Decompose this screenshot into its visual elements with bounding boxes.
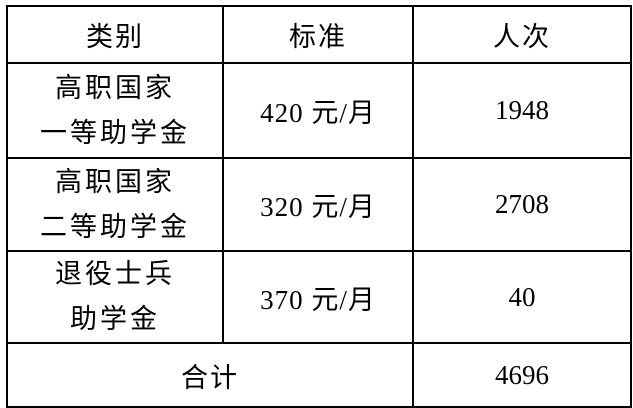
table-footer-row: 合计 4696: [6, 342, 632, 408]
total-label-cell: 合计: [6, 342, 414, 408]
table-row: 高职国家 一等助学金 420 元/月 1948: [6, 62, 632, 159]
table-row: 退役士兵 助学金 370 元/月 40: [6, 250, 632, 344]
category-cell: 高职国家 一等助学金: [6, 62, 224, 159]
standard-cell: 320 元/月: [222, 157, 414, 252]
count-cell: 40: [412, 250, 632, 344]
count-cell: 2708: [412, 157, 632, 252]
table-header-row: 类别 标准 人次: [6, 5, 632, 64]
standard-cell: 370 元/月: [222, 250, 414, 344]
stipend-table: 类别 标准 人次 高职国家 一等助学金 420 元/月 1948 高职国家 二等…: [6, 5, 632, 408]
category-line-2: 一等助学金: [40, 117, 190, 148]
table-row: 高职国家 二等助学金 320 元/月 2708: [6, 157, 632, 252]
category-line-1: 高职国家: [55, 72, 175, 103]
category-line-2: 二等助学金: [40, 211, 190, 242]
column-header-category: 类别: [6, 5, 224, 64]
category-cell: 退役士兵 助学金: [6, 250, 224, 344]
category-line-1: 退役士兵: [55, 259, 175, 289]
category-line-1: 高职国家: [55, 166, 175, 197]
category-cell: 高职国家 二等助学金: [6, 157, 224, 252]
column-header-standard: 标准: [222, 5, 414, 64]
standard-cell: 420 元/月: [222, 62, 414, 159]
total-count-cell: 4696: [412, 342, 632, 408]
category-line-2: 助学金: [70, 304, 160, 334]
count-cell: 1948: [412, 62, 632, 159]
column-header-count: 人次: [412, 5, 632, 64]
